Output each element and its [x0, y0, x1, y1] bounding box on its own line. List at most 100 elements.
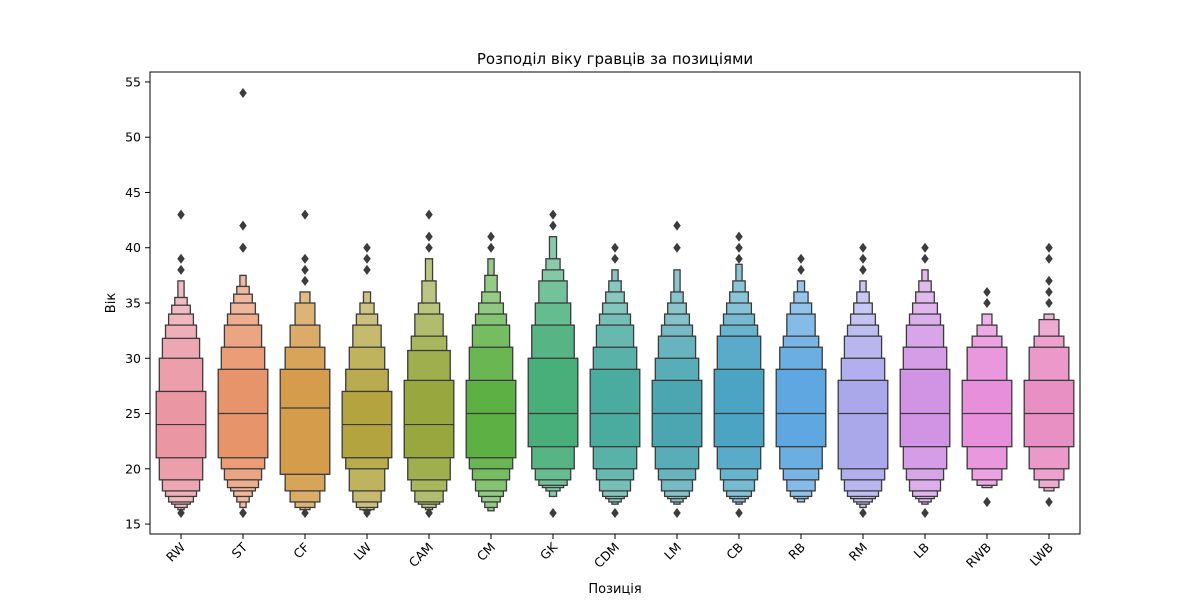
- outlier-point: [797, 253, 805, 264]
- outlier-point: [859, 264, 867, 275]
- outlier-point: [735, 242, 743, 253]
- x-tick-label: LWB: [1027, 540, 1057, 570]
- outlier-point: [673, 242, 681, 253]
- outlier-point: [301, 264, 309, 275]
- plot-area: [155, 88, 1075, 518]
- boxen-gk: [527, 209, 579, 518]
- y-tick-label: 40: [125, 240, 141, 255]
- outlier-point: [549, 220, 557, 231]
- x-tick-label: CAM: [406, 540, 436, 570]
- outlier-point: [859, 242, 867, 253]
- y-tick-label: 20: [125, 461, 141, 476]
- outlier-point: [487, 242, 495, 253]
- outlier-point: [177, 508, 185, 518]
- boxen-lb: [899, 242, 951, 518]
- outlier-point: [983, 496, 991, 507]
- y-tick-label: 15: [125, 517, 141, 532]
- x-tick-label: GK: [537, 539, 561, 563]
- boxen-rm: [837, 242, 889, 518]
- outlier-point: [611, 508, 619, 518]
- outlier-point: [425, 508, 433, 518]
- outlier-point: [239, 508, 247, 518]
- outlier-point: [921, 508, 929, 518]
- boxen-cm: [465, 231, 517, 512]
- y-axis: 15 20 25 30 35 40 45 50 55: [125, 74, 150, 532]
- y-axis-label: Вік: [104, 293, 119, 314]
- outlier-point: [735, 231, 743, 242]
- outlier-point: [1045, 275, 1053, 286]
- outlier-point: [673, 508, 681, 518]
- outlier-point: [363, 242, 371, 253]
- outlier-point: [301, 209, 309, 220]
- boxen-st: [217, 88, 269, 518]
- boxen-cb: [713, 231, 765, 518]
- outlier-point: [735, 508, 743, 518]
- boxen-lwb: [1023, 242, 1075, 507]
- boxen-box: [279, 368, 331, 475]
- outlier-point: [363, 264, 371, 275]
- x-tick-label: RW: [163, 540, 188, 565]
- x-tick-label: CDM: [591, 540, 622, 571]
- y-tick-label: 30: [125, 351, 141, 366]
- x-tick-label: LW: [351, 540, 374, 563]
- y-tick-label: 25: [125, 406, 141, 421]
- x-axis-label: Позиція: [588, 582, 641, 597]
- boxen-box: [589, 368, 641, 448]
- boxen-lw: [341, 242, 393, 518]
- outlier-point: [549, 508, 557, 518]
- boxen-cam: [403, 209, 455, 518]
- x-tick-label: CB: [723, 540, 746, 563]
- outlier-point: [921, 242, 929, 253]
- outlier-point: [1045, 298, 1053, 308]
- boxen-rwb: [961, 286, 1013, 507]
- y-tick-label: 45: [125, 185, 141, 200]
- outlier-point: [177, 264, 185, 275]
- x-tick-label: RM: [846, 540, 870, 564]
- y-tick-label: 50: [125, 130, 141, 145]
- x-tick-label: ST: [228, 539, 250, 561]
- outlier-point: [735, 253, 743, 264]
- outlier-point: [425, 231, 433, 242]
- outlier-point: [363, 508, 371, 518]
- outlier-point: [487, 231, 495, 242]
- outlier-point: [301, 253, 309, 264]
- boxen-box: [713, 368, 765, 448]
- outlier-point: [177, 209, 185, 220]
- outlier-point: [425, 242, 433, 253]
- outlier-point: [1045, 253, 1053, 264]
- boxen-cdm: [589, 242, 641, 518]
- outlier-point: [611, 253, 619, 264]
- outlier-point: [177, 253, 185, 264]
- boxen-box: [899, 368, 951, 448]
- outlier-point: [983, 286, 991, 297]
- outlier-point: [1045, 242, 1053, 253]
- boxen-box: [775, 368, 827, 448]
- y-tick-label: 55: [125, 74, 141, 89]
- boxen-box: [837, 379, 889, 470]
- boxen-rw: [155, 209, 207, 518]
- outlier-point: [363, 253, 371, 264]
- outlier-point: [1045, 286, 1053, 297]
- outlier-point: [301, 275, 309, 286]
- boxen-rb: [775, 253, 827, 503]
- chart-title: Розподіл віку гравців за позиціями: [477, 50, 753, 68]
- outlier-point: [239, 220, 247, 231]
- outlier-point: [859, 253, 867, 264]
- y-tick-label: 35: [125, 296, 141, 311]
- x-tick-label: RB: [785, 540, 808, 563]
- outlier-point: [983, 298, 991, 308]
- outlier-point: [921, 253, 929, 264]
- outlier-point: [1045, 496, 1053, 507]
- outlier-point: [673, 220, 681, 231]
- outlier-point: [425, 209, 433, 220]
- x-tick-label: CF: [290, 540, 312, 562]
- boxen-box: [465, 379, 517, 459]
- outlier-point: [239, 242, 247, 253]
- outlier-point: [549, 209, 557, 220]
- boxen-cf: [279, 209, 331, 518]
- outlier-point: [301, 508, 309, 518]
- outlier-point: [611, 242, 619, 253]
- outlier-point: [859, 508, 867, 518]
